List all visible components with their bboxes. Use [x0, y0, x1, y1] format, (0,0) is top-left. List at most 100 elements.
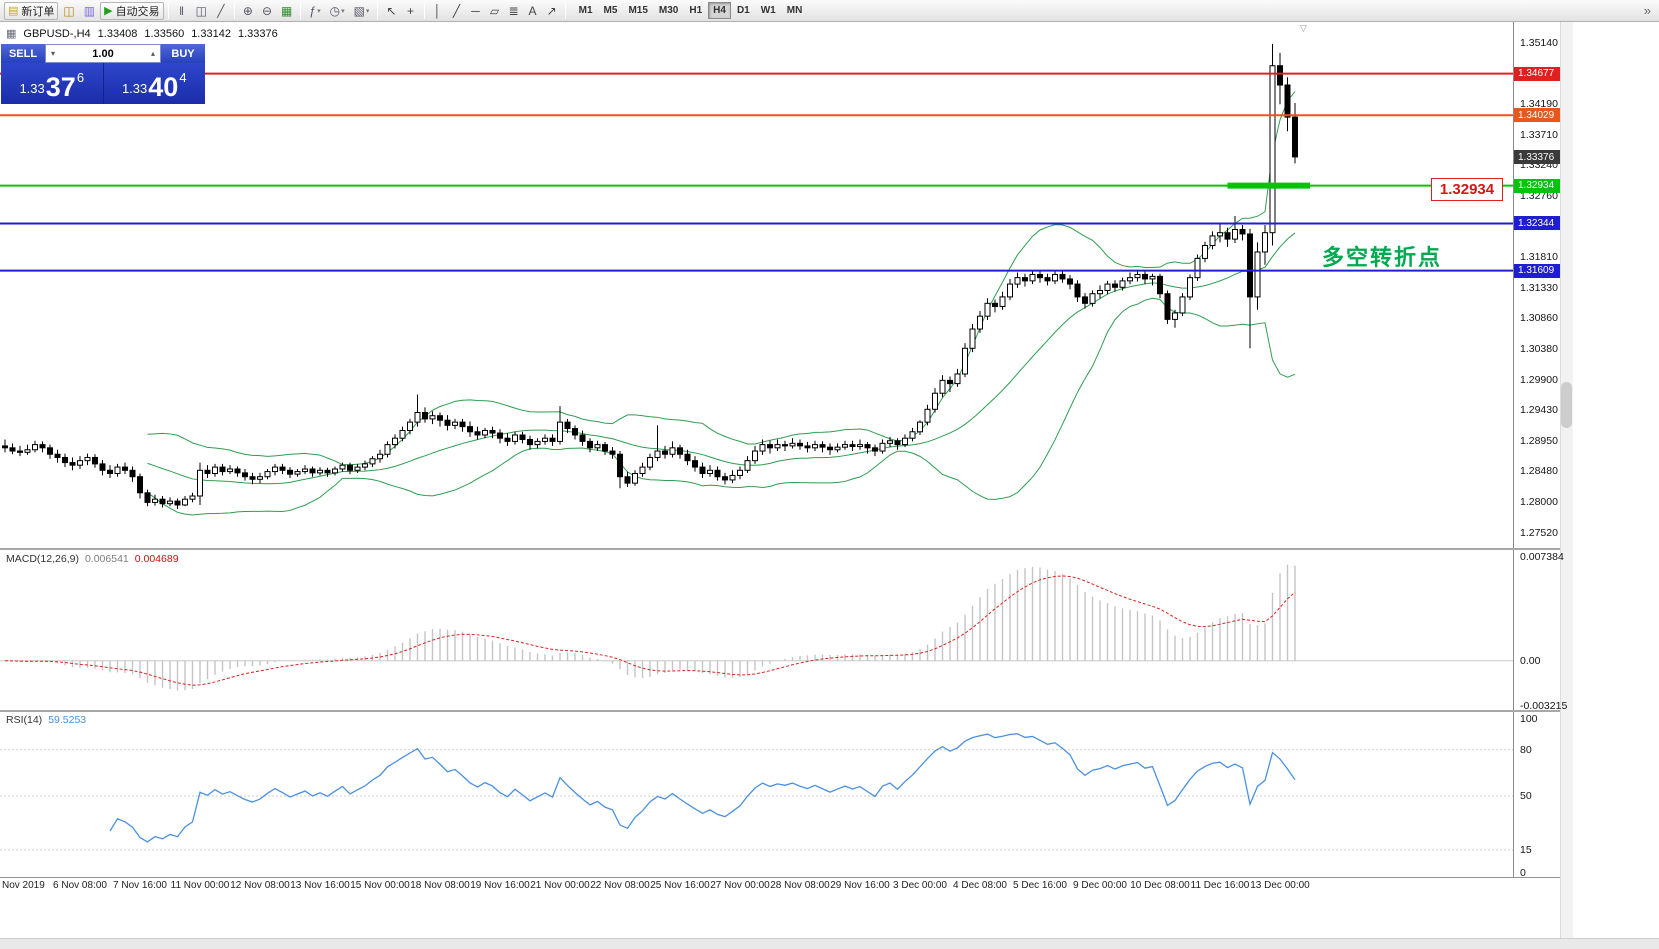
price-axis-label: 1.27520 — [1520, 526, 1558, 539]
ohlc-low: 1.33142 — [191, 27, 231, 40]
buy-price-sup: 4 — [179, 70, 187, 85]
cursor-icon[interactable]: ↖ — [382, 2, 400, 20]
timeframe-d1-button[interactable]: D1 — [736, 5, 750, 16]
crosshair-icon[interactable]: + — [402, 2, 420, 20]
new-order-button[interactable]: ▤ 新订单 — [4, 1, 59, 20]
timeframe-m1-button[interactable]: M1 — [578, 5, 593, 16]
charts-icon[interactable]: ◫ — [59, 2, 78, 20]
scrollbar-thumb[interactable] — [1561, 382, 1572, 428]
line-chart-icon-glyph: ╱ — [217, 3, 225, 18]
sell-button[interactable]: SELL — [1, 44, 45, 63]
volume-input[interactable]: 1.00 — [92, 47, 114, 60]
buy-price-display[interactable]: 1.33 40 4 — [104, 63, 206, 104]
text-label-icon[interactable]: A — [524, 2, 542, 20]
toolbar-separator — [300, 2, 302, 19]
macd-histogram — [11, 564, 1296, 691]
timeframe-w1-button[interactable]: W1 — [760, 5, 776, 16]
price-axis-label: 1.29900 — [1520, 373, 1558, 386]
level-lines[interactable] — [0, 72, 1513, 272]
ohlc-close: 1.33376 — [237, 27, 278, 40]
price-axis-label: 1.32760 — [1520, 190, 1558, 203]
timeframe-h1-button[interactable]: H1 — [689, 5, 703, 16]
zoom-in-icon-glyph: ⊕ — [242, 3, 253, 18]
macd-signal-line — [4, 575, 1296, 686]
toolbar-overflow-icon[interactable]: » — [1643, 3, 1651, 18]
profiles-icon[interactable]: ▥ — [80, 2, 99, 20]
macd-indicator-header: MACD(12,26,9) 0.006541 0.004689 — [6, 553, 179, 565]
rsi-panel-separator[interactable] — [0, 710, 1560, 712]
macd-panel-separator[interactable] — [0, 548, 1560, 550]
rsi-line — [109, 733, 1296, 843]
time-axis-label: 29 Nov 16:00 — [830, 880, 890, 891]
periods-icon-glyph: ◷ — [329, 3, 341, 18]
timeframe-mn-button[interactable]: MN — [786, 5, 803, 16]
volume-decrease-button[interactable]: ▾ — [50, 49, 55, 58]
chart-annotation-text[interactable]: 多空转折点 — [1322, 245, 1443, 270]
line-chart-icon[interactable]: ╱ — [212, 2, 230, 20]
horizontal-line-icon-glyph: ─ — [471, 3, 480, 18]
fibonacci-icon[interactable]: ≣ — [505, 2, 523, 20]
arrows-icon[interactable]: ↗ — [543, 2, 561, 20]
chart-symbol-timeframe: GBPUSD-,H4 — [23, 27, 91, 40]
scrollbar-track[interactable] — [1560, 22, 1573, 949]
price-level-badge: 1.33376 — [1514, 150, 1560, 165]
time-axis-separator — [0, 877, 1560, 878]
indicators-icon[interactable]: ƒ ▾ — [305, 2, 324, 20]
price-axis-label: 1.33710 — [1520, 129, 1558, 142]
timeframe-m15-button[interactable]: M15 — [628, 5, 648, 16]
time-axis-label: 21 Nov 00:00 — [530, 880, 590, 891]
chart-window-icon: ▦ — [6, 28, 17, 40]
cursor-icon-glyph: ↖ — [386, 3, 397, 18]
time-axis-label: Nov 2019 — [2, 880, 45, 891]
templates-icon[interactable]: ▧ ▾ — [350, 2, 374, 20]
zoom-out-icon[interactable]: ⊖ — [258, 2, 276, 20]
chart-ohlc-header: ▦ GBPUSD-,H4 1.33408 1.33560 1.33142 1.3… — [6, 27, 278, 41]
vertical-line-icon[interactable]: │ — [429, 2, 447, 20]
time-axis-label: 9 Dec 00:00 — [1073, 880, 1127, 891]
timeframe-m30-button[interactable]: M30 — [658, 5, 679, 16]
text-label-icon-glyph: A — [528, 3, 537, 18]
zoom-in-icon[interactable]: ⊕ — [239, 2, 257, 20]
tile-windows-icon[interactable]: ▦ — [277, 2, 296, 20]
price-axis-label: 1.35140 — [1520, 37, 1558, 50]
rsi-axis-label: 50 — [1520, 790, 1532, 802]
time-axis-label: 27 Nov 00:00 — [710, 880, 770, 891]
candlestick-chart-icon[interactable]: ◫ — [192, 2, 211, 20]
autotrading-button-glyph: ▶ — [104, 5, 113, 17]
indicators-icon-dropdown-arrow: ▾ — [317, 7, 321, 15]
price-axis-label: 1.34190 — [1520, 98, 1558, 111]
chart-shift-marker[interactable]: ▽ — [1300, 23, 1307, 33]
trendline-icon[interactable]: ╱ — [448, 2, 466, 20]
timeframe-m5-button[interactable]: M5 — [603, 5, 618, 16]
horizontal-line-icon[interactable]: ─ — [467, 2, 485, 20]
time-axis-label: 13 Dec 00:00 — [1250, 880, 1310, 891]
volume-box: ▾ 1.00 ▴ — [45, 44, 161, 63]
equidistant-channel-icon[interactable]: ▱ — [486, 2, 504, 20]
trendline-icon-glyph: ╱ — [452, 3, 461, 18]
sell-price-display[interactable]: 1.33 37 6 — [1, 63, 103, 104]
trade-panel-divider — [102, 63, 104, 104]
autotrading-button[interactable]: ▶ 自动交易 — [100, 1, 164, 20]
macd-signal-value: 0.004689 — [134, 553, 179, 565]
macd-axis-label: 0.00 — [1520, 654, 1541, 667]
time-axis-label: 11 Dec 16:00 — [1190, 880, 1250, 891]
toolbar-separator — [233, 2, 235, 19]
time-axis-label: 6 Nov 08:00 — [53, 880, 107, 891]
price-axis-separator — [1513, 22, 1514, 878]
timeframe-group: M1 M5 M15 M30 H1 H4 D1 W1 MN — [574, 2, 808, 19]
volume-increase-button[interactable]: ▴ — [150, 49, 155, 58]
sell-price-small: 1.33 — [19, 81, 45, 96]
buy-button[interactable]: BUY — [161, 44, 205, 63]
price-axis-label: 1.30380 — [1520, 343, 1558, 356]
candlestick-chart-icon-glyph: ◫ — [195, 3, 207, 18]
ohlc-bars-icon[interactable]: ‖ — [173, 2, 191, 20]
timeframe-h4-button[interactable]: H4 — [708, 2, 731, 19]
new-order-button-glyph: ▤ — [8, 5, 19, 17]
price-callout-label[interactable]: 1.32934 — [1431, 178, 1503, 201]
time-axis-label: 5 Dec 16:00 — [1013, 880, 1067, 891]
sell-price-sup: 6 — [76, 70, 85, 85]
buy-price-small: 1.33 — [121, 81, 148, 96]
toolbar-separator — [423, 2, 425, 19]
periods-icon[interactable]: ◷ ▾ — [326, 2, 349, 20]
